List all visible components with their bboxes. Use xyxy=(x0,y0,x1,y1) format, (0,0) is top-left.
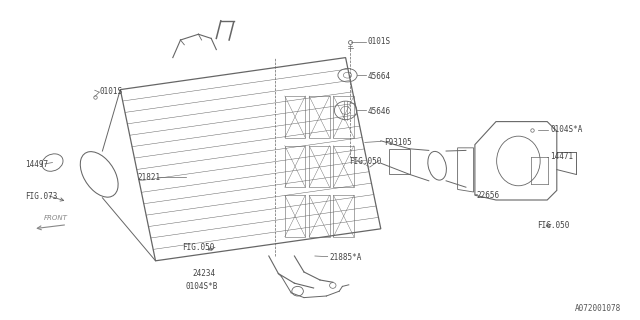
Text: 45646: 45646 xyxy=(368,108,391,116)
Text: 0101S: 0101S xyxy=(99,87,122,96)
Text: FIG.050: FIG.050 xyxy=(182,244,215,252)
Text: FIG.050: FIG.050 xyxy=(349,157,381,166)
Text: F93105: F93105 xyxy=(384,138,412,147)
Text: FIG.073: FIG.073 xyxy=(26,192,58,201)
Text: 45664: 45664 xyxy=(368,72,391,81)
Text: A072001078: A072001078 xyxy=(575,304,621,313)
Text: 21885*A: 21885*A xyxy=(330,253,362,262)
Text: FRONT: FRONT xyxy=(44,215,67,221)
Text: 24234: 24234 xyxy=(192,269,215,278)
Text: 0104S*A: 0104S*A xyxy=(550,125,583,134)
Text: FIG.050: FIG.050 xyxy=(538,221,570,230)
Text: 0101S: 0101S xyxy=(368,37,391,46)
Text: 14471: 14471 xyxy=(550,152,573,161)
Text: 22656: 22656 xyxy=(477,191,500,200)
Text: 14497: 14497 xyxy=(26,160,49,169)
Text: 21821: 21821 xyxy=(138,173,161,182)
Text: 0104S*B: 0104S*B xyxy=(186,282,218,291)
